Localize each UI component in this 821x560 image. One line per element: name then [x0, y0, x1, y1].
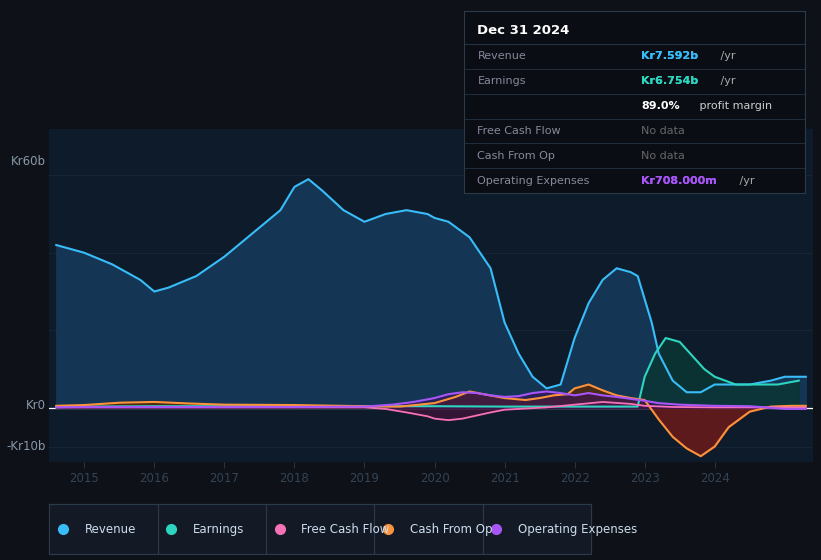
Text: No data: No data: [641, 126, 685, 136]
Text: Dec 31 2024: Dec 31 2024: [478, 24, 570, 37]
Text: Earnings: Earnings: [478, 76, 526, 86]
Text: Revenue: Revenue: [478, 52, 526, 62]
Text: Kr7.592b: Kr7.592b: [641, 52, 698, 62]
Text: Kr6.754b: Kr6.754b: [641, 76, 699, 86]
Text: Earnings: Earnings: [193, 522, 244, 536]
Text: Kr6.754b: Kr6.754b: [641, 76, 699, 86]
Text: Kr708.000m: Kr708.000m: [641, 176, 717, 186]
Text: 89.0%: 89.0%: [641, 101, 680, 111]
Text: No data: No data: [641, 151, 685, 161]
Text: /yr: /yr: [736, 176, 755, 186]
Text: profit margin: profit margin: [695, 101, 772, 111]
Text: Kr60b: Kr60b: [11, 155, 45, 167]
Bar: [483, 504, 591, 554]
Text: Operating Expenses: Operating Expenses: [518, 522, 637, 536]
Text: Operating Expenses: Operating Expenses: [478, 176, 589, 186]
Text: Kr0: Kr0: [25, 399, 45, 412]
Text: /yr: /yr: [718, 76, 736, 86]
Text: Kr708.000m: Kr708.000m: [641, 176, 717, 186]
Text: Cash From Op: Cash From Op: [410, 522, 492, 536]
Bar: [158, 504, 266, 554]
Bar: [374, 504, 483, 554]
Text: Revenue: Revenue: [85, 522, 135, 536]
Bar: [266, 504, 374, 554]
Text: Free Cash Flow: Free Cash Flow: [478, 126, 561, 136]
Text: Free Cash Flow: Free Cash Flow: [301, 522, 390, 536]
Text: Cash From Op: Cash From Op: [478, 151, 555, 161]
Bar: [49, 504, 158, 554]
Text: Kr7.592b: Kr7.592b: [641, 52, 698, 62]
Text: /yr: /yr: [718, 52, 736, 62]
Text: -Kr10b: -Kr10b: [6, 440, 45, 453]
